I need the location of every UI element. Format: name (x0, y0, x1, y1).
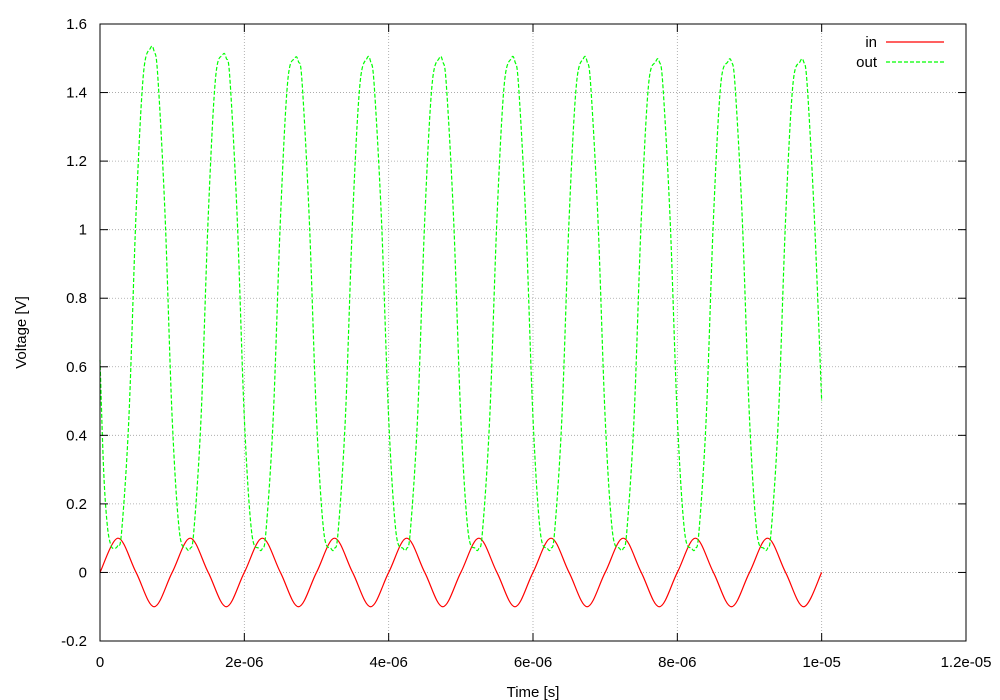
y-tick-label: -0.2 (61, 633, 87, 650)
y-tick-label: 0.2 (66, 496, 87, 513)
x-tick-label: 6e-06 (514, 654, 552, 671)
x-tick-label: 0 (96, 654, 104, 671)
y-tick-label: 1.6 (66, 16, 87, 33)
y-tick-label: 1.2 (66, 153, 87, 170)
y-tick-label: 0 (79, 564, 87, 581)
legend-label-out: out (856, 54, 878, 71)
plot-series (99, 45, 823, 608)
grid (100, 24, 966, 641)
y-tick-label: 1.4 (66, 85, 87, 102)
series-line-out (99, 45, 823, 552)
x-tick-label: 8e-06 (658, 654, 696, 671)
legend-label-in: in (865, 34, 877, 51)
y-tick-label: 1 (79, 222, 87, 239)
x-tick-label: 2e-06 (225, 654, 263, 671)
y-tick-label: 0.8 (66, 290, 87, 307)
y-tick-label: 0.4 (66, 427, 87, 444)
x-tick-label: 4e-06 (369, 654, 407, 671)
legend: in out (856, 34, 944, 71)
axis-ticks: 0 2e-06 4e-06 6e-06 8e-06 1e-05 1.2e-05 -0.2 0 0.… (61, 16, 991, 671)
y-axis-label: Voltage [V] (13, 296, 30, 369)
x-tick-label: 1e-05 (802, 654, 840, 671)
x-tick-label: 1.2e-05 (941, 654, 992, 671)
y-tick-label: 0.6 (66, 359, 87, 376)
series-line-in (99, 537, 823, 608)
x-axis-label: Time [s] (507, 684, 560, 700)
plot-frame (99, 23, 967, 642)
